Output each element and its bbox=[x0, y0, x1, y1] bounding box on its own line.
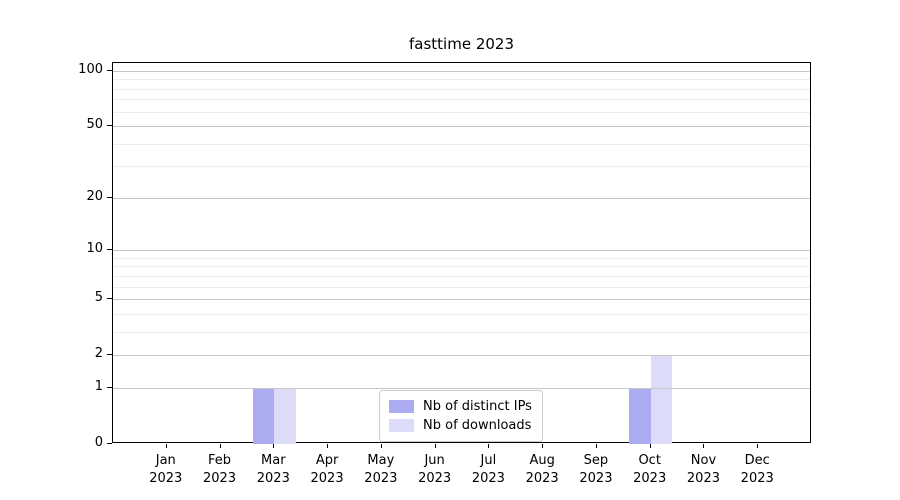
major-grid-line bbox=[113, 299, 810, 301]
legend-swatch-downloads bbox=[389, 419, 414, 432]
legend-item-downloads: Nb of downloads bbox=[389, 416, 532, 435]
y-axis-tick-labels: 0 1 2 5 10 20 50 100 bbox=[0, 62, 103, 450]
x-tick-label-line: 2023 bbox=[740, 471, 774, 486]
x-tick-mark bbox=[757, 444, 759, 448]
x-tick-label-line: 2023 bbox=[471, 471, 505, 486]
legend-item-distinct-ips: Nb of distinct IPs bbox=[389, 397, 532, 416]
x-tick-label: Apr 2023 bbox=[299, 452, 355, 488]
x-tick-label-line: 2023 bbox=[364, 471, 398, 486]
plot-area: Nb of distinct IPs Nb of downloads bbox=[112, 62, 811, 444]
minor-grid-line bbox=[113, 257, 810, 259]
x-tick-label: Nov 2023 bbox=[675, 452, 731, 488]
major-grid-line bbox=[113, 126, 810, 128]
x-tick-label-line: Mar bbox=[261, 453, 286, 468]
major-grid-line bbox=[113, 70, 810, 72]
minor-grid-line bbox=[113, 331, 810, 333]
x-tick-mark bbox=[434, 444, 436, 448]
x-tick-label-line: Aug bbox=[529, 453, 555, 468]
bar-downloads bbox=[650, 355, 673, 444]
x-tick-label: Aug 2023 bbox=[514, 452, 570, 488]
x-tick-label: Oct 2023 bbox=[622, 452, 678, 488]
x-axis-tick-labels: Jan 2023 Feb 2023 Mar 2023 Apr 2023 May 2023 Jun 20… bbox=[112, 452, 811, 492]
x-tick-label: Mar 2023 bbox=[245, 452, 301, 488]
bar-distinct-ips bbox=[252, 387, 275, 444]
x-tick-mark bbox=[327, 444, 329, 448]
major-grid-line bbox=[113, 197, 810, 199]
minor-grid-line bbox=[113, 143, 810, 145]
x-tick-label-line: 2023 bbox=[686, 471, 720, 486]
legend-label-distinct-ips: Nb of distinct IPs bbox=[423, 399, 532, 414]
y-tick-label: 1 bbox=[94, 378, 103, 394]
bar-downloads bbox=[274, 387, 296, 444]
x-tick-label-line: Sep bbox=[583, 453, 609, 468]
x-tick-label: Jul 2023 bbox=[460, 452, 516, 488]
x-tick-mark bbox=[595, 444, 597, 448]
x-tick-mark bbox=[542, 444, 544, 448]
x-tick-label-line: 2023 bbox=[256, 471, 290, 486]
x-tick-label-line: 2023 bbox=[633, 471, 667, 486]
x-tick-label-line: Nov bbox=[690, 453, 717, 468]
x-tick-label-line: Jul bbox=[480, 453, 497, 468]
x-tick-mark bbox=[649, 444, 651, 448]
x-tick-mark bbox=[380, 444, 382, 448]
x-tick-mark bbox=[488, 444, 490, 448]
minor-grid-line bbox=[113, 313, 810, 315]
minor-grid-line bbox=[113, 275, 810, 277]
x-tick-label: Feb 2023 bbox=[192, 452, 248, 488]
x-tick-mark bbox=[273, 444, 275, 448]
y-tick-label: 0 bbox=[94, 435, 103, 450]
x-tick-label-line: 2023 bbox=[579, 471, 613, 486]
legend-label-downloads: Nb of downloads bbox=[423, 418, 532, 433]
x-tick-label-line: May bbox=[367, 453, 395, 468]
major-grid-layer bbox=[113, 63, 810, 442]
bars-layer bbox=[113, 63, 810, 444]
x-tick-label: May 2023 bbox=[353, 452, 409, 488]
y-tick-label: 50 bbox=[86, 117, 103, 133]
legend-swatch-distinct-ips bbox=[389, 400, 414, 413]
x-tick-label: Jun 2023 bbox=[407, 452, 463, 488]
minor-grid-line bbox=[113, 166, 810, 168]
x-tick-label-line: Oct bbox=[638, 453, 661, 468]
major-grid-line bbox=[113, 355, 810, 357]
y-tick-label: 5 bbox=[94, 290, 103, 306]
x-tick-label-line: Feb bbox=[208, 453, 232, 468]
x-tick-label-line: 2023 bbox=[310, 471, 344, 486]
legend: Nb of distinct IPs Nb of downloads bbox=[379, 390, 543, 442]
y-tick-label: 20 bbox=[86, 188, 103, 204]
minor-grid-line bbox=[113, 266, 810, 268]
x-tick-mark bbox=[165, 444, 167, 448]
x-tick-label: Sep 2023 bbox=[568, 452, 624, 488]
bar-distinct-ips bbox=[629, 387, 651, 444]
x-tick-label: Dec 2023 bbox=[729, 452, 785, 488]
x-tick-label-line: Jun bbox=[424, 453, 445, 468]
chart-title: fasttime 2023 bbox=[409, 35, 514, 53]
x-tick-label-line: Dec bbox=[744, 453, 770, 468]
x-tick-mark bbox=[219, 444, 221, 448]
major-grid-line bbox=[113, 387, 810, 389]
x-tick-label-line: 2023 bbox=[202, 471, 237, 486]
major-grid-line bbox=[113, 250, 810, 252]
minor-grid-line bbox=[113, 79, 810, 81]
x-tick-label-line: 2023 bbox=[525, 471, 559, 486]
minor-grid-line bbox=[113, 99, 810, 101]
minor-grid-layer bbox=[113, 63, 810, 442]
y-tick-label: 2 bbox=[94, 346, 103, 362]
y-tick-label: 10 bbox=[86, 241, 103, 257]
x-tick-mark bbox=[703, 444, 705, 448]
x-tick-label-line: 2023 bbox=[418, 471, 452, 486]
minor-grid-line bbox=[113, 111, 810, 113]
y-tick-label: 100 bbox=[78, 62, 103, 77]
x-tick-label: Jan 2023 bbox=[138, 452, 194, 488]
x-tick-label-line: Jan bbox=[155, 453, 176, 468]
x-tick-label-line: 2023 bbox=[149, 471, 183, 486]
x-tick-label-line: Apr bbox=[315, 453, 339, 468]
minor-grid-line bbox=[113, 88, 810, 90]
y-tick-mark bbox=[107, 443, 112, 444]
minor-grid-line bbox=[113, 286, 810, 288]
